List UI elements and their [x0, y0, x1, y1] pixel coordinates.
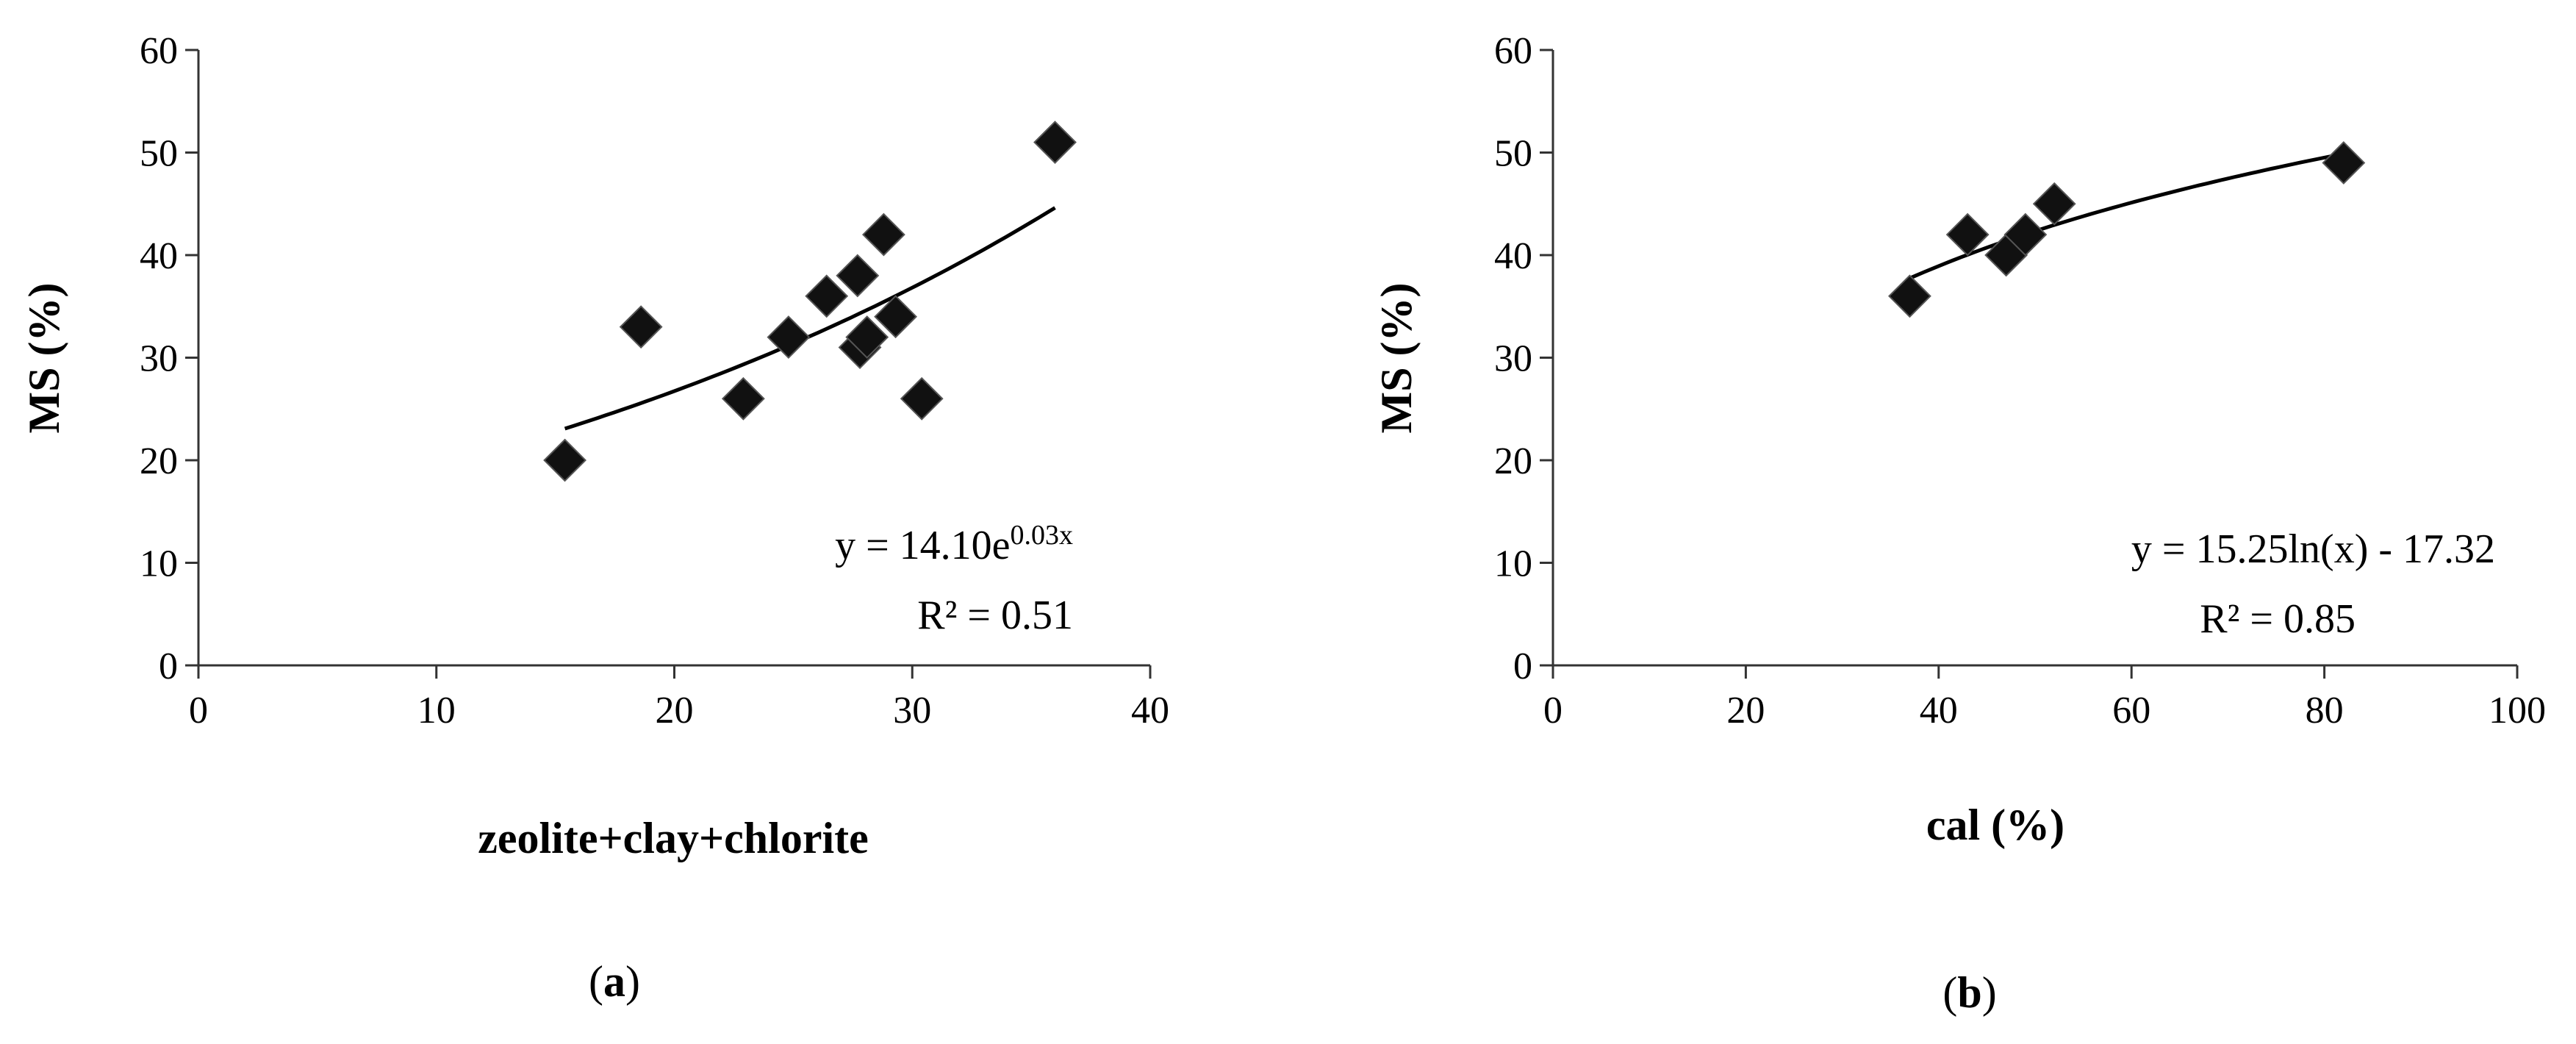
chart-b-x-tick-label: 100 — [2489, 690, 2546, 732]
chart-a-y-tick-label: 0 — [159, 646, 178, 687]
chart-a-point — [767, 315, 811, 360]
chart-a-y-tick-label: 10 — [140, 543, 178, 585]
chart-panel-b: 0 10 20 30 40 50 60 0 20 40 60 80 100 y = 15.25ln(x)… — [1372, 30, 2546, 1017]
chart-a-x-tick-label: 30 — [893, 690, 931, 732]
chart-a-point — [1033, 121, 1077, 164]
chart-b-point — [1945, 212, 1990, 257]
panel-label-a: (a) — [589, 957, 640, 1006]
chart-b-y-tick-label: 50 — [1494, 133, 1532, 175]
chart-a-y-tick-label: 30 — [140, 338, 178, 380]
chart-a-point — [861, 212, 905, 257]
chart-b-r2: R² = 0.85 — [2200, 596, 2356, 642]
chart-a-point — [619, 305, 663, 349]
chart-b-x-tick-label: 20 — [1726, 690, 1765, 732]
chart-b-point — [1888, 274, 1931, 318]
chart-a-point — [874, 295, 918, 339]
chart-b-trendline — [1909, 151, 2344, 280]
panel-label-b: (b) — [1942, 968, 1996, 1017]
chart-a-trendline — [564, 206, 1056, 431]
chart-a-x-tick-label: 20 — [656, 690, 694, 732]
chart-a-y-tick-label: 40 — [140, 235, 178, 277]
chart-b-point — [2322, 141, 2366, 185]
chart-a-y-tick-label: 60 — [140, 30, 178, 72]
chart-b-y-tick-label: 0 — [1513, 646, 1532, 687]
chart-b-y-axis-title: MS (%) — [1372, 283, 1421, 434]
chart-a-y-axis-title: MS (%) — [20, 283, 68, 434]
chart-b-point — [2003, 212, 2048, 257]
chart-b-x-axis-title: cal (%) — [1926, 801, 2064, 849]
chart-b-ticks: 0 10 20 30 40 50 60 0 20 40 60 80 100 — [1494, 30, 2546, 732]
chart-a-point — [836, 254, 880, 298]
chart-b-y-tick-label: 10 — [1494, 543, 1532, 585]
chart-a-r2: R² = 0.51 — [917, 593, 1073, 638]
chart-a-point — [845, 315, 889, 360]
chart-a-y-tick-label: 50 — [140, 133, 178, 175]
chart-a-x-tick-label: 40 — [1131, 690, 1169, 732]
chart-b-x-tick-label: 0 — [1543, 690, 1563, 732]
chart-b-marks — [1888, 141, 2366, 318]
chart-a-ticks: 0 10 20 30 40 50 60 0 10 20 30 40 — [140, 30, 1169, 732]
chart-b-x-tick-label: 80 — [2306, 690, 2344, 732]
chart-a-y-tick-label: 20 — [140, 440, 178, 482]
chart-b-y-tick-label: 60 — [1494, 30, 1532, 72]
chart-panel-a: 0 10 20 30 40 50 60 0 10 20 30 40 y = 14.10e0.03x R… — [20, 30, 1169, 1006]
chart-b-y-tick-label: 30 — [1494, 338, 1532, 380]
chart-a-x-tick-label: 0 — [189, 690, 208, 732]
chart-b-equation: y = 15.25ln(x) - 17.32 — [2131, 526, 2495, 572]
chart-b-x-tick-label: 40 — [1920, 690, 1958, 732]
chart-a-x-axis-title: zeolite+clay+chlorite — [478, 814, 868, 862]
chart-a-point — [721, 376, 765, 421]
chart-a-point — [805, 274, 849, 318]
chart-a-equation: y = 14.10e0.03x — [835, 520, 1073, 568]
chart-a-marks — [543, 121, 1077, 482]
chart-b-y-tick-label: 20 — [1494, 440, 1532, 482]
chart-b-x-tick-label: 60 — [2112, 690, 2150, 732]
chart-a-x-tick-label: 10 — [417, 690, 456, 732]
chart-a-point — [543, 438, 586, 482]
chart-a-point — [900, 376, 944, 421]
chart-b-y-tick-label: 40 — [1494, 235, 1532, 277]
chart-b-point — [2032, 182, 2076, 226]
